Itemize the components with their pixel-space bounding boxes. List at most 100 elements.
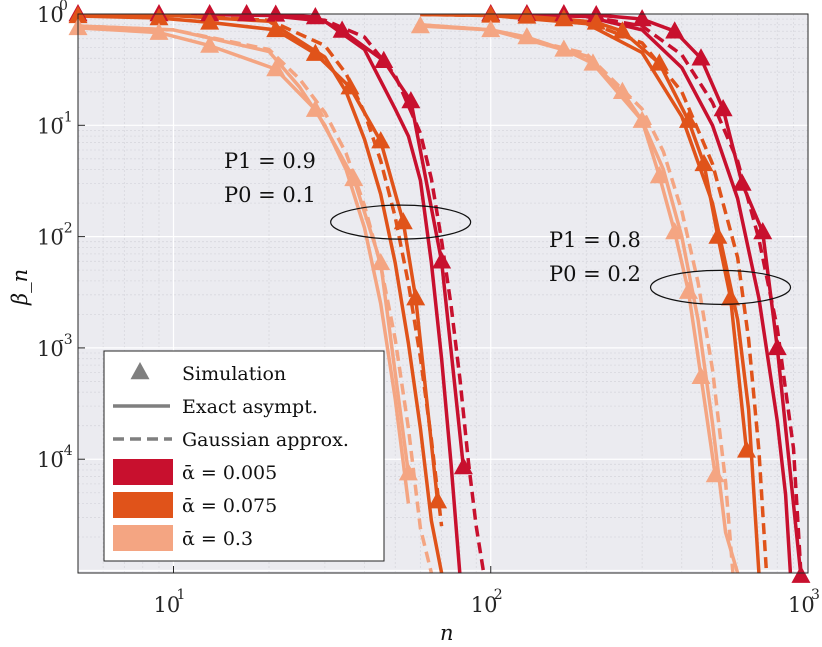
- sim-marker-a0075: [649, 53, 669, 71]
- sim-marker-a03: [649, 166, 669, 184]
- sim-marker-a03: [517, 27, 537, 45]
- legend-keys: [113, 362, 173, 551]
- series-sim-a0075-5: [78, 14, 440, 502]
- sim-marker-a0075: [149, 8, 169, 26]
- annotation-p09-line1: P1 = 0.9: [224, 149, 316, 173]
- series-sim-a03-8: [78, 26, 411, 474]
- legend-key-a03: [113, 525, 173, 551]
- sim-marker-a0075: [694, 153, 714, 172]
- sim-marker-a0075: [678, 110, 698, 128]
- sim-marker-a03: [344, 168, 364, 187]
- legend-key-a0075: [113, 492, 173, 518]
- y-tick-label-4: 10: [37, 448, 64, 472]
- annotation-ellipses: [330, 204, 792, 305]
- y-tick-exponent-0: 0: [59, 0, 68, 14]
- plot-frame: [77, 13, 809, 574]
- sim-marker-a03: [632, 110, 652, 128]
- legend-label-sim: Simulation: [182, 363, 286, 385]
- y-axis-label: β_n: [8, 269, 32, 306]
- y-tick-label-2: 10: [37, 226, 64, 250]
- y-tick-exponent-2: -2: [59, 221, 73, 237]
- sim-marker-a0005: [767, 337, 787, 356]
- legend-key-sim: [130, 362, 150, 380]
- x-tick-label-0: 10: [154, 593, 181, 617]
- series-gauss-a0005-10: [420, 14, 803, 573]
- series-sim-a0005-11: [490, 14, 803, 573]
- sim-marker-a0075: [393, 212, 413, 230]
- sim-marker-a0005: [305, 6, 325, 25]
- annotation-p08-line1: P1 = 0.8: [549, 228, 641, 252]
- sim-marker-a03: [554, 39, 574, 57]
- sim-marker-a0005: [266, 4, 286, 22]
- sim-marker-a0005: [691, 48, 711, 66]
- x-tick-label-1: 10: [471, 593, 498, 617]
- sim-marker-a0075: [428, 491, 448, 509]
- series-sim-a03-17: [420, 24, 717, 476]
- sim-marker-a0005: [332, 20, 352, 38]
- sim-marker-a0075: [721, 288, 741, 306]
- sim-marker-a0005: [432, 251, 452, 269]
- sim-marker-a0005: [713, 99, 733, 117]
- sim-marker-a0075: [517, 6, 537, 24]
- legend-key-a0005: [113, 459, 173, 485]
- y-tick-exponent-3: -3: [59, 332, 73, 348]
- legend: Simulation Exact asympt. Gaussian approx…: [103, 350, 385, 562]
- sim-marker-a0075: [266, 19, 286, 38]
- sim-marker-a03: [612, 81, 632, 99]
- x-tick-exponent-0: 1: [177, 587, 186, 603]
- sim-marker-a03: [149, 22, 169, 40]
- sim-marker-a03: [481, 19, 501, 38]
- sim-marker-a03: [305, 99, 325, 117]
- annotation-p09: P1 = 0.9 P0 = 0.1: [224, 149, 316, 207]
- sim-marker-a0075: [200, 12, 220, 30]
- annotation-ellipse-1: [649, 269, 792, 305]
- sim-marker-a0075: [554, 9, 574, 27]
- legend-label-gauss: Gaussian approx.: [182, 429, 349, 451]
- sim-marker-a0005: [632, 9, 652, 27]
- legend-label-a0005: ᾱ = 0.005: [182, 462, 277, 484]
- sim-marker-a0005: [791, 565, 811, 583]
- sim-marker-a0075: [737, 440, 757, 458]
- x-axis-label: n: [440, 621, 454, 645]
- sim-marker-a0075: [305, 43, 325, 61]
- x-tick-exponent-1: 2: [494, 587, 503, 603]
- y-tick-label-1: 10: [37, 114, 64, 138]
- y-tick-exponent-1: -1: [59, 109, 73, 125]
- sim-marker-a0075: [586, 12, 606, 30]
- sim-marker-a0005: [753, 222, 773, 240]
- sim-marker-a0005: [374, 50, 394, 68]
- legend-label-a0075: ᾱ = 0.075: [182, 495, 277, 517]
- sim-marker-a03: [266, 59, 286, 77]
- legend-label-exact: Exact asympt.: [182, 396, 318, 418]
- sim-marker-a0005: [732, 173, 752, 191]
- sim-marker-a03: [398, 463, 418, 481]
- marker-layer: [68, 4, 811, 583]
- sim-marker-a03: [200, 35, 220, 53]
- y-tick-label-3: 10: [37, 337, 64, 361]
- sim-marker-a03: [678, 281, 698, 299]
- y-tick-label-0: 10: [37, 3, 64, 27]
- sim-marker-a03: [583, 53, 603, 71]
- annotation-p08: P1 = 0.8 P0 = 0.2: [549, 228, 641, 286]
- sim-marker-a0005: [237, 4, 257, 22]
- sim-marker-a03: [665, 222, 685, 240]
- annotation-p08-line2: P0 = 0.2: [549, 262, 641, 286]
- legend-label-a03: ᾱ = 0.3: [182, 528, 253, 550]
- sim-marker-a0075: [708, 226, 728, 244]
- series-gauss-a03-7: [78, 24, 434, 573]
- sim-marker-a03: [691, 366, 711, 385]
- sim-marker-a03: [705, 465, 725, 483]
- sim-marker-a03: [371, 252, 391, 271]
- annotation-ellipse-0: [330, 204, 472, 240]
- y-tick-exponent-4: -4: [59, 443, 73, 459]
- sim-marker-a0005: [453, 457, 473, 475]
- sim-marker-a03: [410, 16, 430, 34]
- sim-marker-a0075: [340, 77, 360, 95]
- x-tick-exponent-2: 3: [811, 587, 820, 603]
- sim-marker-a0075: [612, 21, 632, 39]
- x-tick-label-2: 10: [788, 593, 815, 617]
- sim-marker-a0005: [401, 91, 421, 109]
- sim-marker-a0075: [371, 131, 391, 149]
